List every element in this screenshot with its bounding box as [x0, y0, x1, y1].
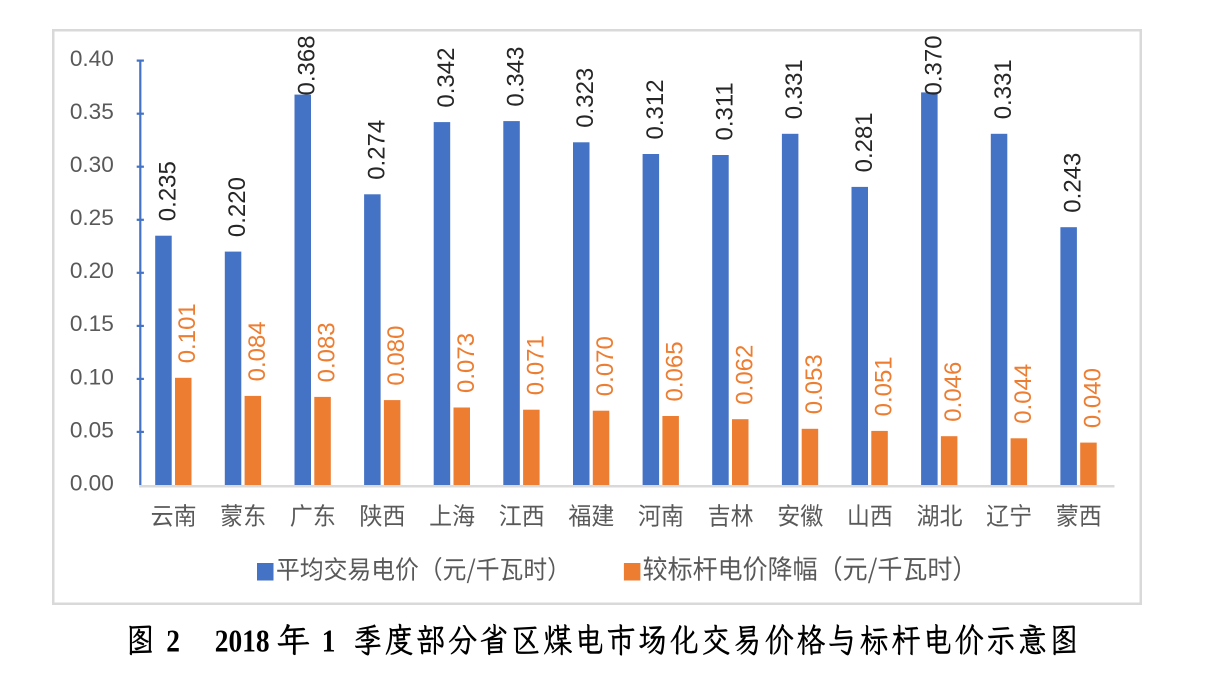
svg-text:0.083: 0.083 — [314, 322, 341, 382]
svg-text:0.243: 0.243 — [1060, 153, 1087, 213]
svg-text:0.062: 0.062 — [731, 345, 758, 405]
svg-text:2: 2 — [166, 625, 180, 659]
svg-text:0.073: 0.073 — [453, 333, 480, 393]
svg-text:0.10: 0.10 — [70, 364, 114, 389]
svg-text:0.070: 0.070 — [592, 336, 619, 396]
svg-text:0.051: 0.051 — [871, 356, 898, 416]
svg-text:0.044: 0.044 — [1010, 364, 1037, 424]
svg-text:0.235: 0.235 — [154, 161, 181, 221]
svg-text:0.30: 0.30 — [70, 152, 114, 177]
svg-text:0.368: 0.368 — [294, 35, 321, 95]
svg-text:0.370: 0.370 — [920, 35, 947, 95]
svg-text:0.20: 0.20 — [70, 258, 114, 283]
svg-text:0.220: 0.220 — [224, 177, 251, 237]
svg-text:0.35: 0.35 — [70, 99, 114, 124]
svg-text:0.323: 0.323 — [572, 68, 599, 128]
svg-text:0.05: 0.05 — [70, 417, 114, 442]
svg-text:0.274: 0.274 — [363, 120, 390, 180]
svg-text:0.311: 0.311 — [712, 82, 739, 140]
svg-text:0.053: 0.053 — [801, 354, 828, 414]
svg-text:0.040: 0.040 — [1079, 368, 1106, 428]
svg-text:0.25: 0.25 — [70, 205, 114, 230]
svg-text:2018: 2018 — [215, 625, 270, 659]
svg-text:0.312: 0.312 — [642, 79, 669, 139]
svg-text:0.343: 0.343 — [503, 47, 530, 107]
svg-text:0.065: 0.065 — [662, 341, 689, 401]
svg-text:0.046: 0.046 — [940, 362, 967, 422]
svg-text:0.101: 0.101 — [174, 303, 201, 363]
svg-text:0.00: 0.00 — [70, 470, 114, 495]
svg-text:0.071: 0.071 — [522, 335, 549, 395]
svg-text:0.080: 0.080 — [383, 326, 410, 386]
svg-text:1: 1 — [322, 625, 336, 659]
svg-text:0.084: 0.084 — [244, 321, 271, 381]
svg-text:0.342: 0.342 — [433, 48, 460, 108]
svg-text:0.281: 0.281 — [851, 112, 878, 172]
svg-text:0.15: 0.15 — [70, 311, 114, 336]
svg-text:0.331: 0.331 — [781, 59, 808, 119]
svg-text:0.331: 0.331 — [990, 59, 1017, 119]
svg-text:0.40: 0.40 — [70, 46, 114, 71]
